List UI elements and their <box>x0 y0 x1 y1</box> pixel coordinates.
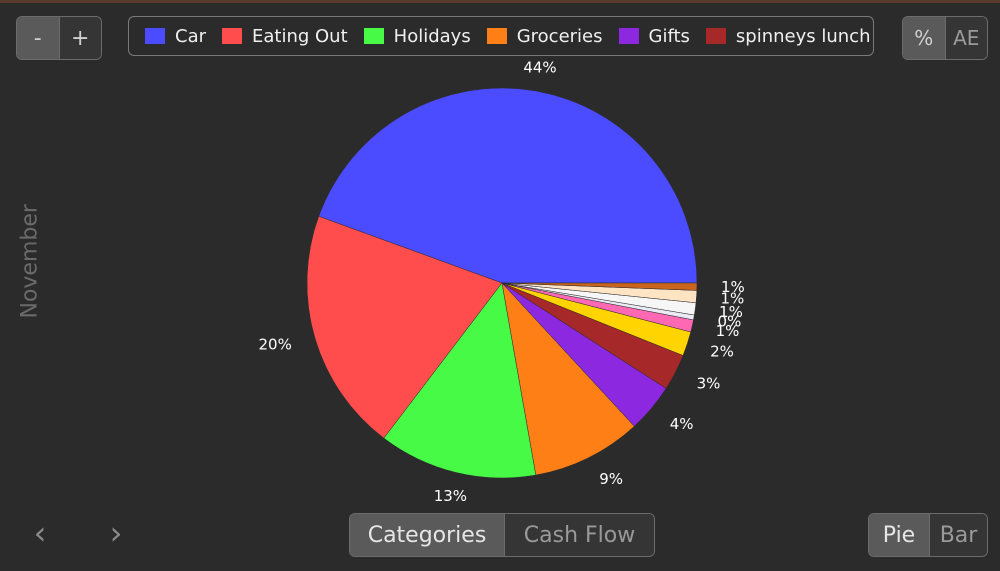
pie-slice-label: 2% <box>710 342 734 360</box>
legend-label: Groceries <box>516 25 603 47</box>
pie-slice-label: 1% <box>720 289 744 307</box>
pie-slice[interactable] <box>501 282 635 476</box>
pie-slice[interactable] <box>318 87 698 284</box>
zoom-in-button[interactable]: + <box>58 17 101 59</box>
legend-label: Holidays <box>393 25 471 47</box>
pie-slice-label: 4% <box>670 415 694 433</box>
legend-label: spinneys lunch <box>735 25 871 47</box>
legend-item[interactable]: spinneys lunch <box>705 25 871 47</box>
legend-label: Eating Out <box>252 25 348 47</box>
legend-swatch <box>145 28 165 44</box>
percent-button[interactable]: % <box>903 17 945 59</box>
legend-item[interactable]: Groceries <box>486 25 603 47</box>
tab-categories[interactable]: Categories <box>350 514 504 556</box>
currency-button[interactable]: AE <box>944 17 987 59</box>
chart-type-toggle: Pie Bar <box>868 513 988 557</box>
legend-item[interactable]: Gifts <box>618 25 690 47</box>
legend[interactable]: Car Eating Out Holidays Groceries Gifts spinn… <box>128 16 874 56</box>
pie-slice-label: 20% <box>259 336 292 354</box>
legend-label: Car <box>175 25 206 47</box>
legend-swatch <box>618 28 639 44</box>
pie-slice[interactable] <box>383 282 537 479</box>
pie-slice-label: 1% <box>716 322 740 340</box>
pie-slice-label: 0% <box>718 313 742 331</box>
zoom-control: - + <box>16 16 102 60</box>
legend-item[interactable]: Eating Out <box>222 26 348 47</box>
legend-item[interactable]: Car <box>145 26 206 47</box>
legend-swatch <box>705 28 726 44</box>
pie-slice-label: 9% <box>599 470 623 488</box>
pie-button[interactable]: Pie <box>869 514 929 556</box>
next-period-button[interactable]: › <box>109 514 123 552</box>
bar-button[interactable]: Bar <box>929 514 987 556</box>
legend-swatch <box>486 28 507 44</box>
pie-slice[interactable] <box>501 282 698 291</box>
pie-slice[interactable] <box>306 215 503 439</box>
legend-item[interactable]: Holidays <box>363 25 471 47</box>
legend-swatch <box>363 28 384 44</box>
pie-slice-label: 44% <box>523 58 556 76</box>
tab-cash-flow[interactable]: Cash Flow <box>504 514 654 556</box>
pie-slice-label: 1% <box>719 303 743 321</box>
top-accent-line <box>0 0 1000 3</box>
previous-period-button[interactable]: ‹ <box>33 514 47 552</box>
pie-slice-label: 1% <box>721 278 745 296</box>
pie-slice-label: 3% <box>697 374 721 392</box>
unit-toggle: % AE <box>902 16 988 60</box>
legend-label: Gifts <box>648 25 690 47</box>
legend-swatch <box>222 28 242 44</box>
zoom-out-button[interactable]: - <box>17 17 59 59</box>
pie-slice-label: 13% <box>434 487 467 505</box>
view-toggle: Categories Cash Flow <box>349 513 655 557</box>
